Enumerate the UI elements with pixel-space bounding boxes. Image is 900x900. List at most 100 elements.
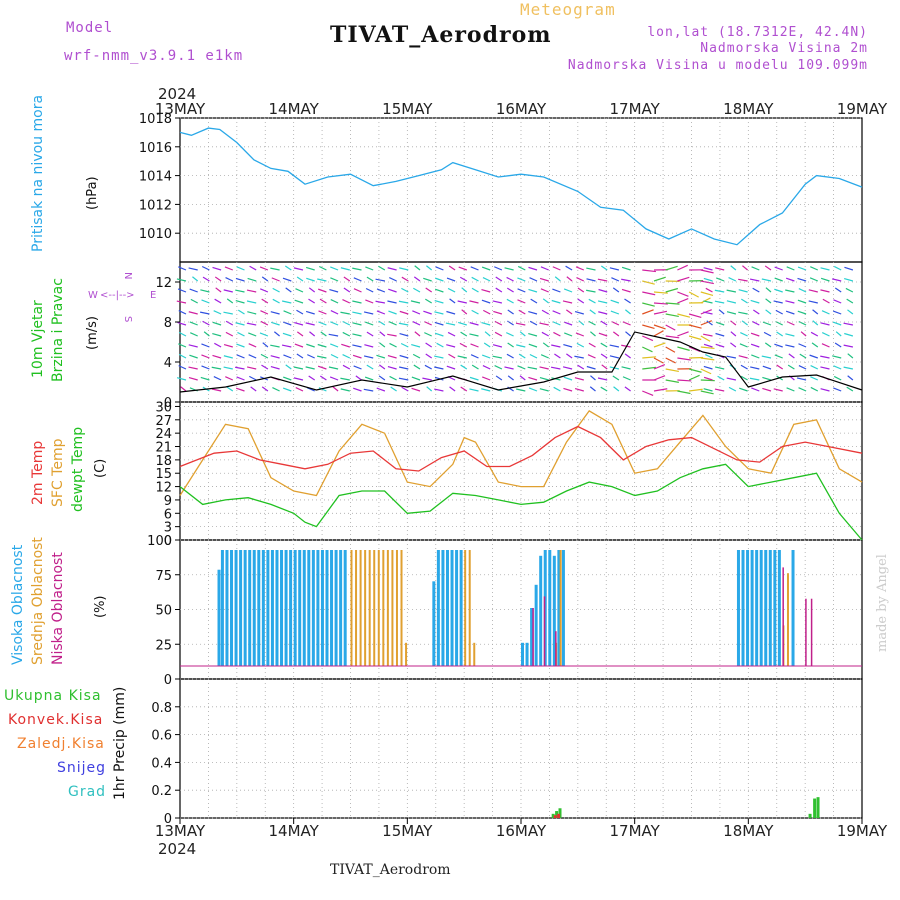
cloud-bar [555,631,557,666]
top-year: 2024 [158,85,196,103]
dewpoint-series [179,463,863,541]
date-label-bottom: 16MAY [496,822,547,840]
cloud-bar [436,550,440,666]
cloud-bar [441,550,445,666]
compass-e: E [150,290,156,301]
cloud-bar [768,550,772,666]
y-tick-label: 3 [164,521,172,536]
cloud-bar [405,642,408,666]
cloud-bar [746,550,750,666]
y-tick-label: 21 [155,441,172,456]
cloud-bar [302,550,306,666]
precip-bar [808,813,812,818]
cloud-bar [316,550,320,666]
wind-speed-series [179,331,863,393]
wind-unit: (m/s) [85,316,100,350]
date-label-bottom: 19MAY [837,822,888,840]
cloud-bar [445,550,449,666]
cloud-bar [552,555,556,666]
cloud-bar [791,550,795,666]
y-tick-label: 1010 [139,227,172,242]
precip-bar [558,808,562,818]
y-tick-label: 12 [155,276,172,291]
cloud-bar [805,598,807,666]
cloud-bar [334,550,338,666]
cloud-bar [257,550,261,666]
cloud-bar [450,550,454,666]
temp-sfc-label: SFC Temp [50,438,66,507]
station-title: TIVAT_Aerodrom [330,22,552,48]
cloud-bar [559,550,562,666]
precip-bar [557,813,561,818]
y-tick-label: 0.2 [151,784,172,799]
cloud-bar [521,642,524,666]
date-label-top: 18MAY [723,100,774,118]
cloud-bar [350,550,353,666]
elevation: Nadmorska Visina 2m [700,41,868,56]
cloud-bar [330,550,334,666]
y-tick-label: 18 [155,454,172,469]
cloud-bar [339,550,343,666]
pressure-ylabel: Pritisak na nivou mora [30,95,46,252]
y-tick-label: 0 [164,673,172,688]
cloud-bar [220,550,224,666]
cloud-bar [455,550,459,666]
date-label-bottom: 14MAY [269,822,320,840]
cloud-bar [391,550,394,666]
cloud-bar [400,550,403,666]
cloud-bar [343,550,347,666]
cloud-bar [432,581,436,666]
cloud-bar [759,550,763,666]
compass-rose: W E N S <--|--> [88,272,156,322]
cloud-bar [395,550,398,666]
cloud-bar [543,596,546,666]
cloud-bar [561,550,565,666]
cloud-bar [777,550,781,666]
cloud-bar [755,550,759,666]
y-tick-label: 25 [155,638,172,653]
cloud-bar [364,550,367,666]
cloud-bar [810,598,813,666]
cloud-bar [320,550,324,666]
cloud-bar [355,550,358,666]
cloud-bar [225,550,229,666]
compass-s: S [122,316,133,322]
y-tick-label: 50 [155,604,172,619]
cloud-bar [217,569,221,666]
temp-unit: (C) [93,459,108,478]
cloud-bar [373,550,376,666]
cloud-bar [741,550,745,666]
cloud-bar [275,550,279,666]
precip-bar [813,798,817,818]
temp-2m-series [179,425,863,472]
date-label-bottom: 18MAY [723,822,774,840]
y-tick-label: 100 [147,534,172,549]
model-value: wrf-nmm_v3.9.1 e1km [64,48,244,64]
compass-arrows: <--|--> [100,290,135,301]
cloud-bar [230,550,234,666]
cloud-bar [377,550,380,666]
date-label-top: 17MAY [610,100,661,118]
cloud-bar [782,567,784,666]
model-label: Model [66,20,114,36]
cloud-bar [293,550,297,666]
cloud-bar [532,608,534,666]
cloud-high-label: Visoka Oblacnost [10,544,26,665]
cloud-bar [773,550,777,666]
precip-legend-item: Ukupna Kisa [4,688,102,704]
model-elevation: Nadmorska Visina u modelu 109.099m [567,58,868,73]
y-tick-label: 0.8 [151,701,172,716]
precip-legend-item: Snijeg [57,760,106,776]
cloud-bar [284,550,288,666]
pressure-series [179,127,863,246]
cloud-bar [548,550,552,666]
y-tick-label: 0 [164,812,172,827]
compass-w: W [88,290,98,301]
cloud-bar [464,550,467,666]
wind-ylabel-1: 10m Vjetar [30,300,46,378]
cloud-bar [786,573,789,666]
y-tick-label: 27 [155,414,172,429]
y-tick-label: 8 [164,316,172,331]
precip-legend-item: Grad [68,784,106,800]
